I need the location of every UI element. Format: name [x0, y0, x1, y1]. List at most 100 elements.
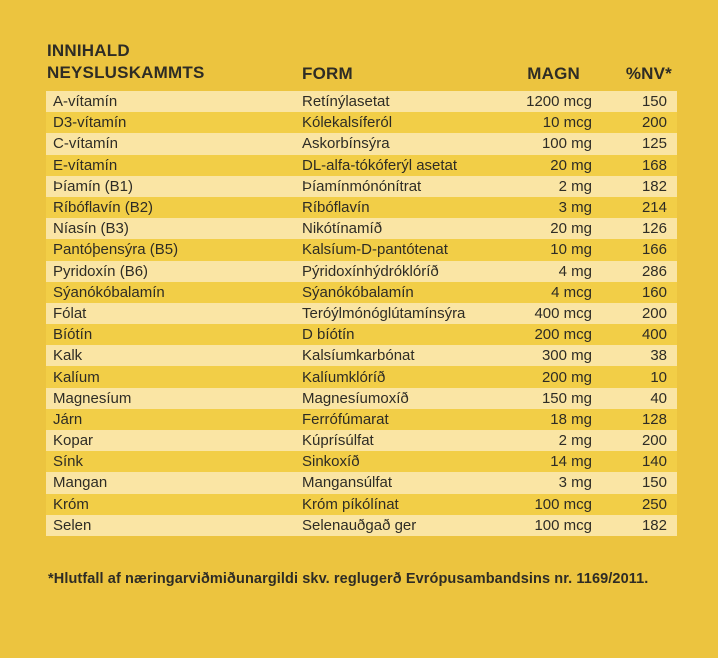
nutrition-table: INNIHALD NEYSLUSKAMMTS FORM MAGN %NV* A-…: [46, 40, 677, 536]
table-row: D3-vítamín Kólekalsíferól 10 mcg 200: [46, 112, 677, 134]
footnote: *Hlutfall af næringarviðmiðunargildi skv…: [48, 571, 649, 587]
header-title-line2: NEYSLUSKAMMTS: [47, 63, 205, 82]
table-header: INNIHALD NEYSLUSKAMMTS FORM MAGN %NV*: [46, 40, 677, 91]
amount-cell: 1200 mcg: [526, 93, 592, 111]
table-row: Kalíum Kalíumklóríð 200 mg 10: [46, 366, 677, 388]
amount-cell: 20 mg: [550, 156, 592, 174]
amount-cell: 20 mg: [550, 220, 592, 238]
header-ingredient-column: INNIHALD NEYSLUSKAMMTS: [46, 40, 302, 84]
header-title-line1: INNIHALD: [47, 41, 130, 60]
form-cell: Teróýlmónóglútamínsýra: [302, 304, 466, 322]
nv-percent-cell: 168: [641, 156, 667, 174]
amount-cell: 2 mg: [558, 432, 592, 450]
form-cell: Sýanókóbalamín: [302, 283, 414, 301]
form-cell: Magnesíumoxíð: [302, 389, 409, 407]
header-form: FORM: [302, 64, 353, 83]
table-row: Mangan Mangansúlfat 3 mg 150: [46, 472, 677, 494]
ingredient-name-cell: Selen: [53, 516, 92, 534]
form-cell: Sinkoxíð: [302, 453, 360, 471]
table-row: Sýanókóbalamín Sýanókóbalamín 4 mcg 160: [46, 281, 677, 303]
ingredient-name-cell: Pyridoxín (B6): [53, 262, 149, 280]
form-cell: Króm píkólínat: [302, 495, 399, 513]
nv-percent-cell: 40: [650, 389, 667, 407]
ingredient-name-cell: Níasín (B3): [53, 220, 129, 238]
nv-percent-cell: 126: [641, 220, 667, 238]
ingredient-name-cell: Þíamín (B1): [53, 177, 134, 195]
table-row: Járn Ferrófúmarat 18 mg 128: [46, 408, 677, 430]
ingredient-name-cell: Mangan: [53, 474, 108, 492]
table-row: Magnesíum Magnesíumoxíð 150 mg 40: [46, 387, 677, 409]
ingredient-name-cell: Kalk: [53, 347, 83, 365]
form-cell: D bíótín: [302, 326, 355, 344]
form-cell: DL-alfa-tókóferýl asetat: [302, 156, 458, 174]
table-row: Sínk Sinkoxíð 14 mg 140: [46, 451, 677, 473]
ingredient-name-cell: Magnesíum: [53, 389, 132, 407]
form-cell: Kalíumklóríð: [302, 368, 386, 386]
ingredient-name-cell: D3-vítamín: [53, 114, 127, 132]
table-body: A-vítamín Retínýlasetat 1200 mcg 150 D3-…: [46, 91, 677, 536]
amount-cell: 3 mg: [558, 199, 592, 217]
nv-percent-cell: 214: [641, 199, 667, 217]
nv-percent-cell: 150: [641, 93, 667, 111]
table-row: Þíamín (B1) Þíamínmónónítrat 2 mg 182: [46, 175, 677, 197]
amount-cell: 400 mcg: [534, 304, 592, 322]
form-cell: Kólekalsíferól: [302, 114, 393, 132]
table-row: C-vítamín Askorbínsýra 100 mg 125: [46, 133, 677, 155]
ingredient-name-cell: Bíótín: [53, 326, 93, 344]
amount-cell: 3 mg: [558, 474, 592, 492]
nv-percent-cell: 250: [641, 495, 667, 513]
ingredient-name-cell: Fólat: [53, 304, 87, 322]
amount-cell: 2 mg: [558, 177, 592, 195]
amount-cell: 200 mcg: [534, 326, 592, 344]
table-row: Kopar Kúprísúlfat 2 mg 200: [46, 430, 677, 452]
amount-cell: 100 mcg: [534, 516, 592, 534]
table-row: Bíótín D bíótín 200 mcg 400: [46, 324, 677, 346]
form-cell: Pýridoxínhýdróklóríð: [302, 262, 439, 280]
table-row: Pyridoxín (B6) Pýridoxínhýdróklóríð 4 mg…: [46, 260, 677, 282]
nv-percent-cell: 400: [641, 326, 667, 344]
table-row: Níasín (B3) Nikótínamíð 20 mg 126: [46, 218, 677, 240]
ingredient-name-cell: Kalíum: [53, 368, 100, 386]
header-nv: %NV*: [625, 64, 672, 83]
ingredient-name-cell: E-vítamín: [53, 156, 118, 174]
form-cell: Ríbóflavín: [302, 199, 370, 217]
table-row: E-vítamín DL-alfa-tókóferýl asetat 20 mg…: [46, 154, 677, 176]
table-row: Króm Króm píkólínat 100 mcg 250: [46, 493, 677, 515]
ingredient-name-cell: Sýanókóbalamín: [53, 283, 165, 301]
ingredient-name-cell: A-vítamín: [53, 93, 118, 111]
form-cell: Retínýlasetat: [302, 93, 390, 111]
amount-cell: 4 mg: [558, 262, 592, 280]
ingredient-name-cell: Ríbóflavín (B2): [53, 199, 154, 217]
form-cell: Askorbínsýra: [302, 135, 390, 153]
nv-percent-cell: 160: [641, 283, 667, 301]
nv-percent-cell: 10: [650, 368, 667, 386]
amount-cell: 18 mg: [550, 410, 592, 428]
table-row: Selen Selenauðgað ger 100 mcg 182: [46, 514, 677, 536]
amount-cell: 300 mg: [541, 347, 592, 365]
nv-percent-cell: 150: [641, 474, 667, 492]
form-cell: Kúprísúlfat: [302, 432, 374, 450]
nv-percent-cell: 128: [641, 410, 667, 428]
form-cell: Nikótínamíð: [302, 220, 383, 238]
nv-percent-cell: 166: [641, 241, 667, 259]
ingredient-name-cell: Pantóþensýra (B5): [53, 241, 179, 259]
header-magn: MAGN: [527, 64, 580, 83]
nv-percent-cell: 182: [641, 177, 667, 195]
table-row: Pantóþensýra (B5) Kalsíum-D-pantótenat 1…: [46, 239, 677, 261]
nv-percent-cell: 286: [641, 262, 667, 280]
form-cell: Selenauðgað ger: [302, 516, 417, 534]
amount-cell: 10 mg: [550, 241, 592, 259]
nv-percent-cell: 200: [641, 432, 667, 450]
form-cell: Kalsíum-D-pantótenat: [302, 241, 448, 259]
amount-cell: 10 mcg: [542, 114, 592, 132]
nv-percent-cell: 38: [650, 347, 667, 365]
nv-percent-cell: 140: [641, 453, 667, 471]
nv-percent-cell: 182: [641, 516, 667, 534]
ingredient-name-cell: Sínk: [53, 453, 84, 471]
form-cell: Mangansúlfat: [302, 474, 393, 492]
amount-cell: 14 mg: [550, 453, 592, 471]
amount-cell: 200 mg: [541, 368, 592, 386]
ingredient-name-cell: C-vítamín: [53, 135, 119, 153]
table-row: Kalk Kalsíumkarbónat 300 mg 38: [46, 345, 677, 367]
